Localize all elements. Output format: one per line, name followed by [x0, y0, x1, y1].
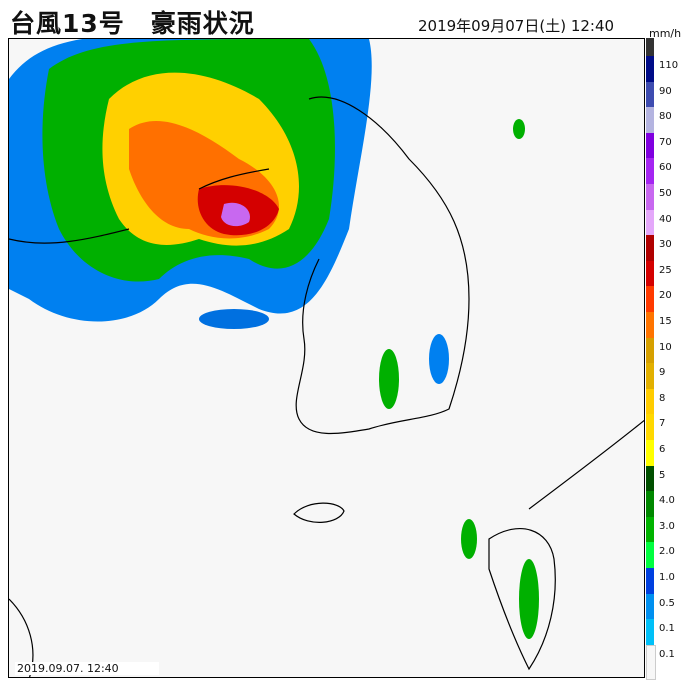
legend-color-band	[646, 209, 654, 236]
coastline-jeju	[293, 502, 345, 523]
legend-color-band	[646, 56, 654, 82]
legend-label: 20	[659, 290, 672, 302]
legend-color-band	[646, 465, 654, 492]
coastline-honshu	[528, 419, 644, 510]
legend-color-band	[646, 337, 654, 364]
legend-label: 80	[659, 111, 672, 123]
radar-rain-layer	[9, 39, 644, 677]
legend-label: 8	[659, 392, 666, 404]
legend-label: 5	[659, 469, 666, 481]
legend-color-band	[646, 516, 654, 543]
legend-color-band	[646, 184, 654, 210]
legend-color-band	[646, 38, 654, 56]
legend-color-band	[646, 491, 654, 517]
map-timestamp: 2019.09.07. 12:40	[15, 662, 159, 675]
legend-label: 0.5	[659, 597, 675, 609]
legend-color-band	[646, 593, 654, 620]
legend-label: 1.0	[659, 572, 675, 583]
legend-color-band	[646, 568, 654, 594]
coastline-china	[9, 168, 270, 244]
legend-color-band	[646, 542, 654, 568]
legend-label: 90	[659, 85, 672, 97]
legend-color-band	[646, 132, 654, 159]
legend-color-band	[646, 414, 654, 440]
legend-label: 2.0	[659, 546, 675, 558]
legend-unit: mm/h	[649, 27, 682, 40]
legend-color-band	[646, 644, 656, 680]
page-title: 台風13号 豪雨状況	[10, 9, 255, 38]
legend-label: 6	[659, 444, 666, 455]
legend-label: 110	[659, 60, 679, 71]
legend-label: 40	[659, 213, 672, 225]
coastline-kyushu	[488, 528, 556, 671]
legend-color-band	[646, 81, 654, 108]
legend-label: 10	[659, 341, 672, 353]
radar-map[interactable]: 2019.09.07. 12:40	[8, 38, 645, 678]
rain-area-purple	[221, 202, 250, 227]
legend-label: 3.0	[659, 520, 675, 532]
legend-color-band	[646, 158, 654, 184]
legend-label: 0.1	[659, 623, 675, 635]
coastline-korea	[295, 96, 470, 434]
legend-label: 60	[659, 162, 672, 174]
legend-label: 25	[659, 264, 672, 276]
legend-color-band	[646, 286, 654, 312]
legend-label: 4.0	[659, 495, 675, 507]
legend-label: 0.1	[659, 648, 675, 660]
legend-label: 7	[659, 418, 666, 430]
legend-color-band	[646, 260, 654, 287]
observation-datetime: 2019年09月07日(土) 12:40	[418, 17, 615, 35]
legend-color-band	[646, 235, 654, 261]
rainfall-legend: 110 90 80 70 60 50 40 30 25 20 15 10 9 8 7 6 5 4.0 3.0 2.0 1…	[645, 38, 691, 680]
legend-label: 30	[659, 239, 672, 251]
legend-color-band	[646, 388, 654, 415]
legend-color-band	[646, 107, 654, 133]
legend-label: 70	[659, 136, 672, 148]
legend-label: 15	[659, 316, 672, 327]
legend-label: 50	[659, 188, 672, 199]
legend-color-band	[646, 363, 654, 389]
legend-color-band	[646, 619, 654, 645]
legend-label: 9	[659, 367, 666, 379]
legend-color-band	[646, 312, 654, 338]
legend-color-band	[646, 440, 654, 466]
